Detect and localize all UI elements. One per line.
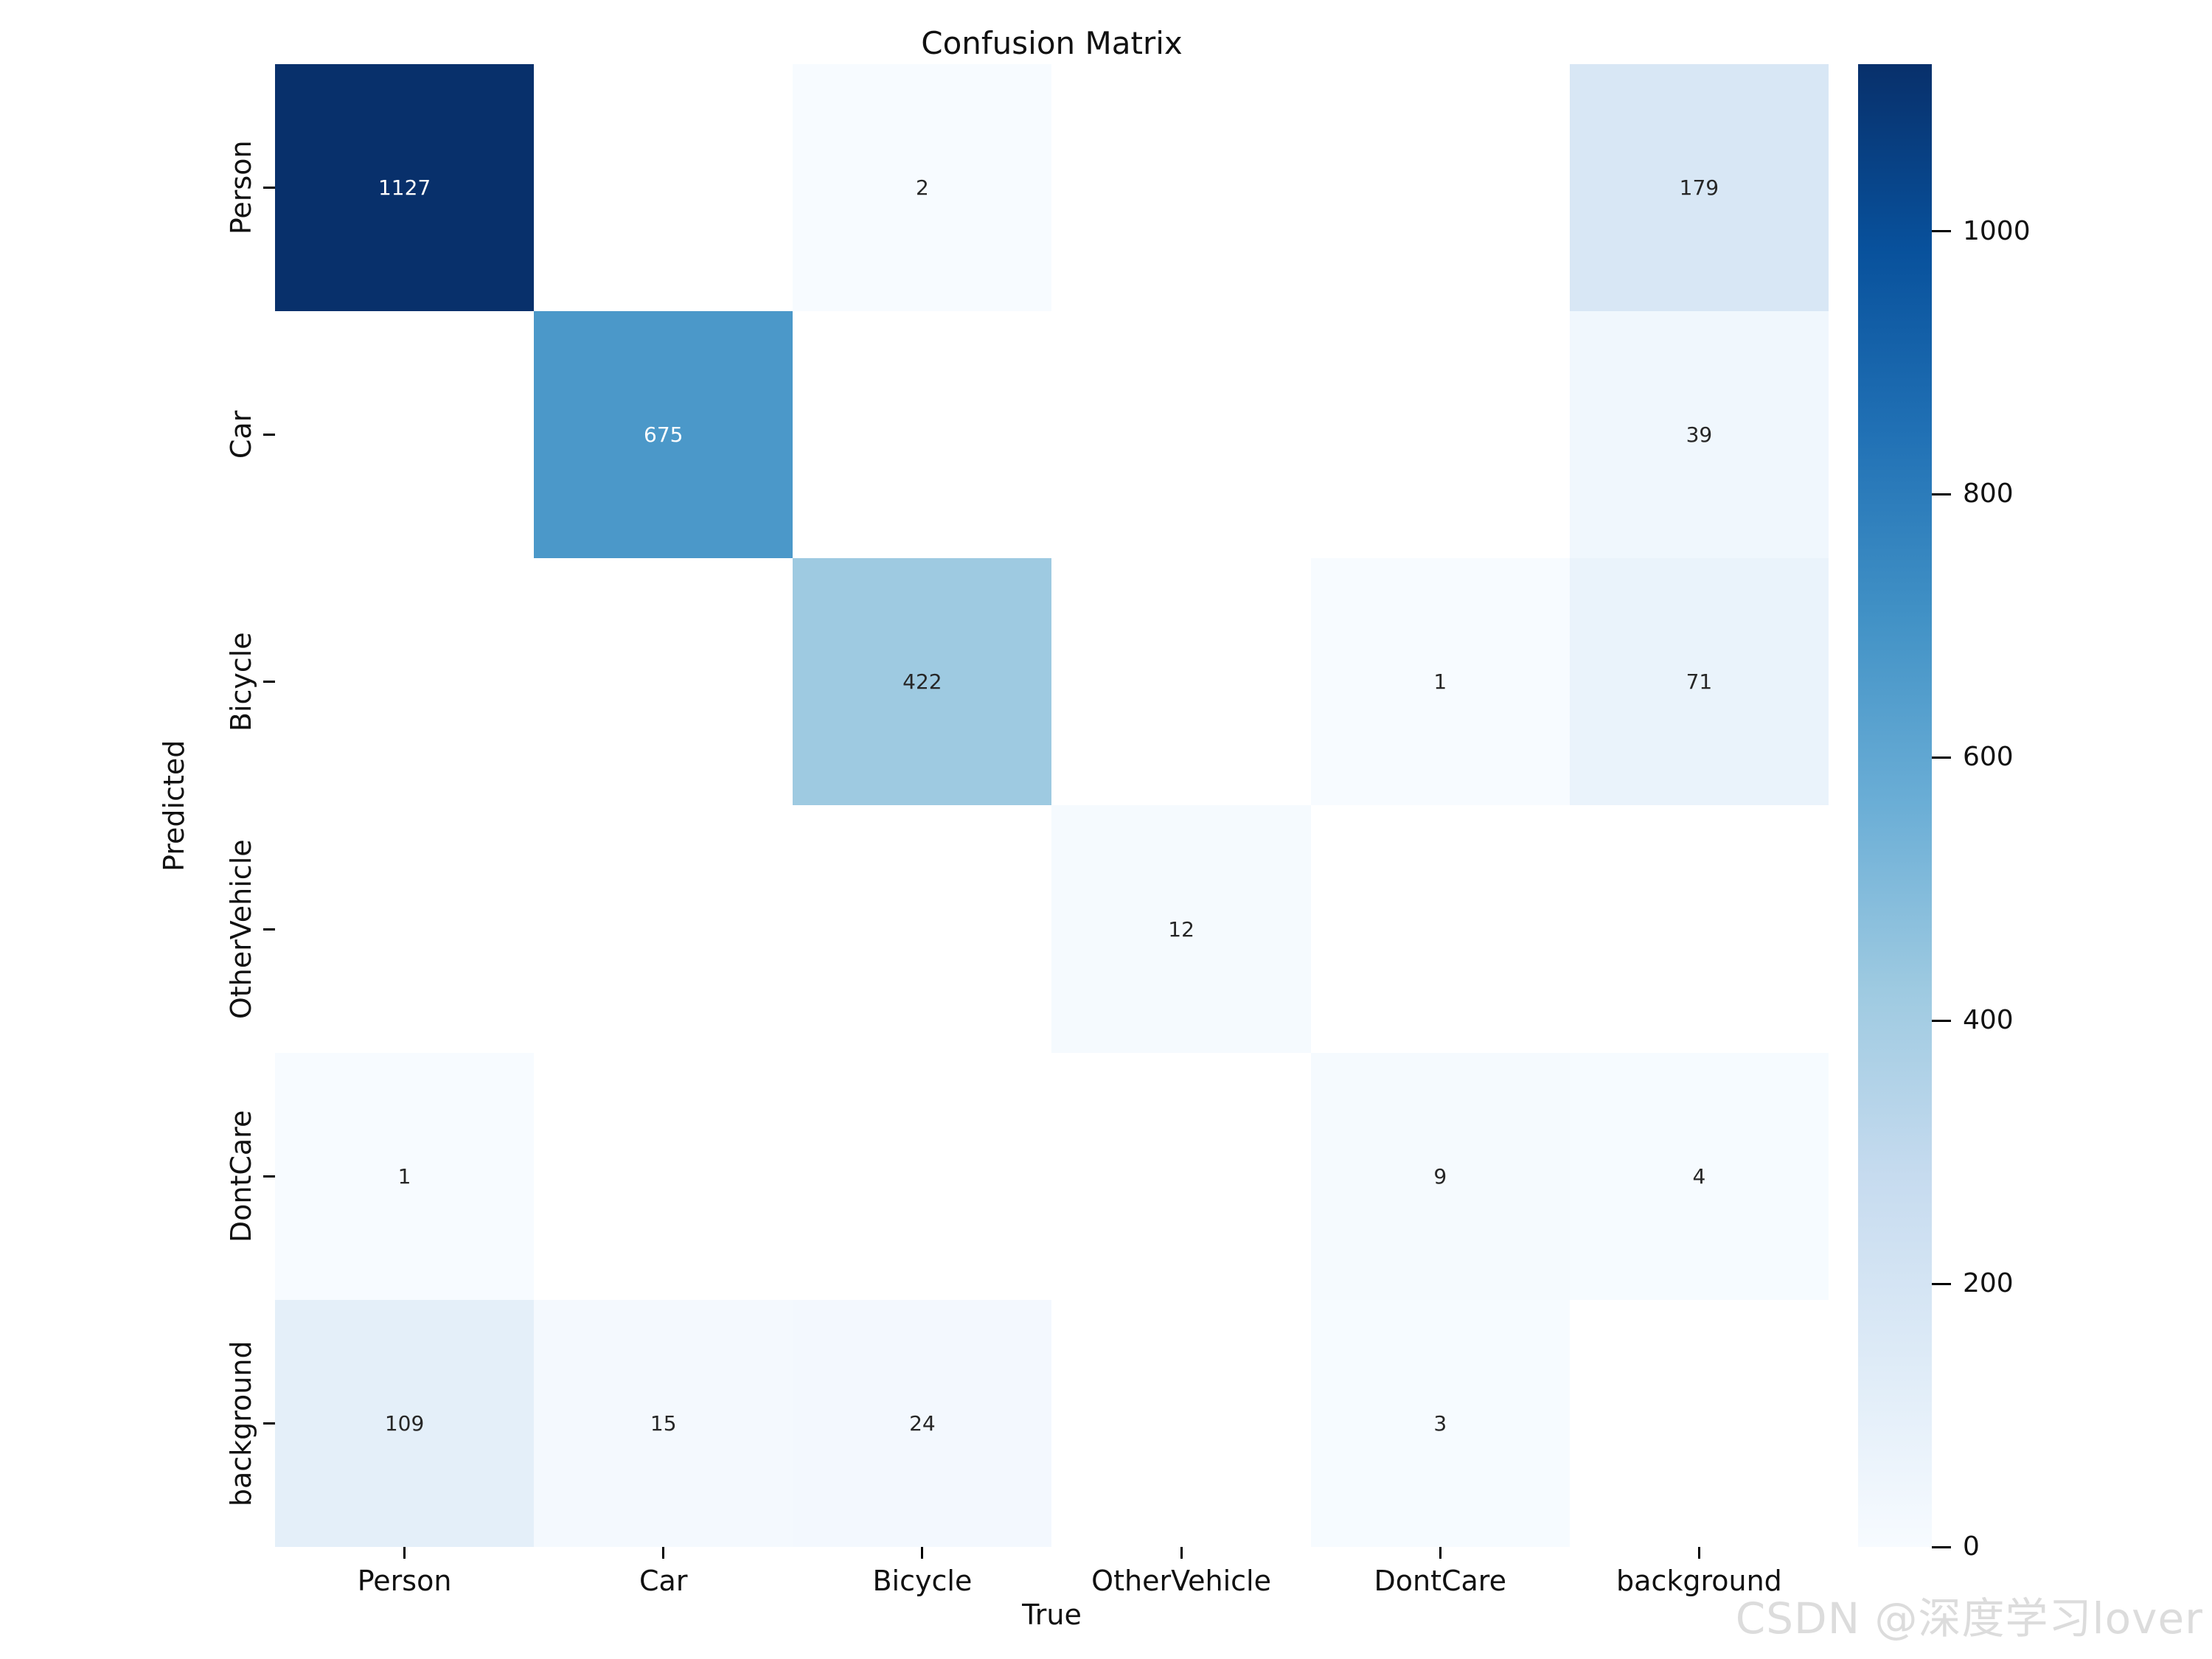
y-tick-label: background [225, 1340, 257, 1506]
heatmap-cell [534, 558, 793, 806]
y-tick-mark [263, 1175, 275, 1178]
y-tick-mark [263, 1422, 275, 1425]
cell-value: 675 [644, 422, 684, 448]
cell-value: 2 [915, 175, 929, 201]
colorbar-tick-mark [1932, 1282, 1951, 1285]
heatmap-cell: 12 [1051, 805, 1311, 1053]
heatmap-cell [1051, 1052, 1311, 1300]
heatmap-cell: 179 [1569, 64, 1829, 312]
colorbar-tick-label: 600 [1963, 742, 2014, 773]
heatmap-cell [1569, 1299, 1829, 1547]
x-tick-mark [1697, 1547, 1700, 1559]
heatmap-cell: 1 [1310, 558, 1570, 806]
heatmap-cell: 15 [534, 1299, 793, 1547]
heatmap-cell: 3 [1310, 1299, 1570, 1547]
cell-value: 9 [1433, 1164, 1447, 1189]
cell-value: 422 [902, 669, 942, 695]
x-tick-label: Bicycle [872, 1565, 973, 1597]
heatmap-cell: 2 [793, 64, 1052, 312]
heatmap-cell [1569, 805, 1829, 1053]
x-tick-label: background [1616, 1565, 1782, 1597]
cell-value: 12 [1168, 917, 1194, 942]
watermark: CSDN @深度学习lover [1735, 1593, 2203, 1644]
heatmap-cell [1051, 558, 1311, 806]
cell-value: 3 [1433, 1411, 1447, 1436]
heatmap-plot: 1127 2 179 675 39 422 1 71 12 1 9 4 109 15 24 3 [275, 64, 1829, 1547]
y-tick-label: OtherVehicle [225, 839, 257, 1019]
cell-value: 39 [1686, 422, 1713, 448]
heatmap-cell [534, 805, 793, 1053]
x-tick-label: DontCare [1374, 1565, 1506, 1597]
heatmap-cell [1310, 311, 1570, 559]
cell-value: 109 [384, 1411, 425, 1436]
heatmap-cell [534, 1052, 793, 1300]
heatmap-cell [275, 805, 535, 1053]
heatmap-cell: 71 [1569, 558, 1829, 806]
colorbar-tick-mark [1932, 1545, 1951, 1548]
cell-value: 71 [1686, 669, 1713, 695]
cell-value: 4 [1692, 1164, 1706, 1189]
cell-value: 15 [650, 1411, 677, 1436]
heatmap-cell: 109 [275, 1299, 535, 1547]
heatmap-cell: 9 [1310, 1052, 1570, 1300]
colorbar-tick-label: 0 [1963, 1531, 1980, 1562]
x-axis-label: True [1022, 1599, 1082, 1631]
y-tick-mark [263, 434, 275, 437]
colorbar-tick-mark [1932, 230, 1951, 233]
colorbar-tick-label: 1000 [1963, 215, 2031, 246]
heatmap-cell: 1127 [275, 64, 535, 312]
x-tick-mark [1180, 1547, 1183, 1559]
heatmap-cell: 675 [534, 311, 793, 559]
x-tick-mark [1439, 1547, 1441, 1559]
heatmap-cell [534, 64, 793, 312]
cell-value: 24 [909, 1411, 936, 1436]
heatmap-cell [1310, 805, 1570, 1053]
x-tick-mark [403, 1547, 406, 1559]
heatmap-cell: 422 [793, 558, 1052, 806]
colorbar-tick-label: 800 [1963, 479, 2014, 509]
x-tick-label: Car [639, 1565, 688, 1597]
heatmap-cell [1310, 64, 1570, 312]
heatmap-cell: 39 [1569, 311, 1829, 559]
x-tick-mark [921, 1547, 924, 1559]
colorbar-tick-mark [1932, 1019, 1951, 1022]
colorbar-tick-mark [1932, 493, 1951, 495]
y-tick-label: Person [225, 140, 257, 235]
heatmap-cell [1051, 1299, 1311, 1547]
heatmap-cell [793, 805, 1052, 1053]
heatmap-cell [275, 558, 535, 806]
y-tick-label: DontCare [225, 1110, 257, 1242]
x-tick-label: Person [357, 1565, 452, 1597]
heatmap-cell [1051, 64, 1311, 312]
heatmap-cell: 4 [1569, 1052, 1829, 1300]
colorbar-tick-label: 400 [1963, 1005, 2014, 1036]
heatmap-cell [793, 311, 1052, 559]
cell-value: 1 [1433, 669, 1447, 695]
y-tick-label: Bicycle [225, 632, 257, 732]
heatmap-cell [793, 1052, 1052, 1300]
y-tick-mark [263, 681, 275, 684]
y-tick-mark [263, 187, 275, 189]
cell-value: 1 [397, 1164, 411, 1189]
y-axis-label: Predicted [158, 740, 190, 872]
y-tick-label: Car [225, 411, 257, 459]
colorbar-tick-mark [1932, 756, 1951, 759]
colorbar-tick-label: 200 [1963, 1268, 2014, 1299]
heatmap-cell: 1 [275, 1052, 535, 1300]
x-tick-label: OtherVehicle [1091, 1565, 1271, 1597]
cell-value: 179 [1679, 175, 1719, 201]
x-tick-mark [662, 1547, 665, 1559]
y-tick-mark [263, 928, 275, 931]
colorbar [1858, 64, 1932, 1547]
heatmap-cell: 24 [793, 1299, 1052, 1547]
chart-title: Confusion Matrix [921, 25, 1183, 61]
heatmap-cell [275, 311, 535, 559]
cell-value: 1127 [378, 175, 431, 201]
heatmap-cell [1051, 311, 1311, 559]
